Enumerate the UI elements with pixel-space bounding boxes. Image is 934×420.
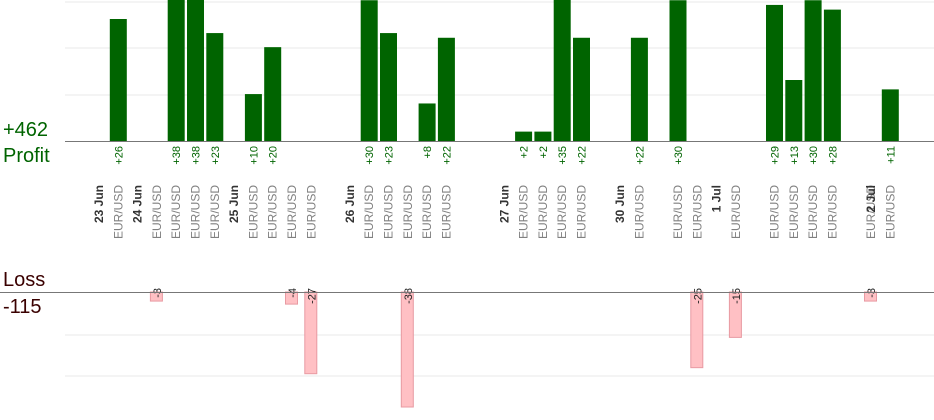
bar-value-label: +38 bbox=[171, 146, 183, 165]
bar-value-label: +23 bbox=[210, 146, 222, 165]
bar-value-label: -38 bbox=[403, 288, 415, 304]
date-label: 26 Jun bbox=[343, 185, 357, 223]
pair-label: EUR/USD bbox=[768, 185, 782, 239]
date-label: 23 Jun bbox=[92, 185, 106, 223]
profit-bar bbox=[534, 131, 552, 141]
loss-bar bbox=[400, 291, 414, 408]
date-label: 27 Jun bbox=[497, 185, 511, 223]
profit-bar bbox=[244, 94, 262, 141]
pair-label: EUR/USD bbox=[382, 185, 396, 239]
pair-label: EUR/USD bbox=[169, 185, 183, 239]
bar-value-label: -27 bbox=[306, 288, 318, 304]
pair-label: EUR/USD bbox=[189, 185, 203, 239]
date-label: 2 Jul bbox=[864, 185, 878, 212]
loss-total: -115 bbox=[3, 296, 42, 318]
date-label: 1 Jul bbox=[710, 185, 724, 212]
profit-bar bbox=[804, 0, 822, 141]
pair-label: EUR/USD bbox=[439, 185, 453, 239]
pair-label: EUR/USD bbox=[883, 185, 897, 239]
bar-value-label: +28 bbox=[827, 146, 839, 165]
bar-value-label: +38 bbox=[191, 146, 203, 165]
profit-bar bbox=[418, 103, 436, 141]
pair-label: EUR/USD bbox=[362, 185, 376, 239]
profit-bar bbox=[515, 131, 533, 141]
profit-bar bbox=[380, 33, 397, 142]
pair-label: EUR/USD bbox=[208, 185, 222, 239]
bar-value-label: +11 bbox=[885, 146, 897, 164]
bar-value-label: -15 bbox=[731, 288, 743, 304]
pair-label: EUR/USD bbox=[420, 185, 434, 239]
bar-value-label: +22 bbox=[634, 146, 646, 165]
profit-bar bbox=[167, 0, 185, 141]
pair-label: EUR/USD bbox=[536, 185, 550, 239]
profit-bar bbox=[187, 0, 204, 141]
bar-value-label: +20 bbox=[268, 146, 280, 165]
bar-value-label: +13 bbox=[789, 146, 801, 165]
pair-label: EUR/USD bbox=[111, 185, 125, 239]
pair-label: EUR/USD bbox=[150, 185, 164, 239]
bar-value-label: +22 bbox=[577, 146, 589, 165]
date-label: 30 Jun bbox=[613, 185, 627, 223]
bar-value-label: +2 bbox=[538, 146, 550, 159]
profit-bar bbox=[669, 0, 687, 141]
pair-label: EUR/USD bbox=[575, 185, 589, 239]
pair-label: EUR/USD bbox=[555, 185, 569, 239]
bar-value-label: +2 bbox=[519, 146, 531, 159]
profit-bar bbox=[437, 37, 455, 142]
pair-label: EUR/USD bbox=[825, 185, 839, 239]
bar-value-label: +8 bbox=[422, 146, 434, 159]
bar-value-label: +30 bbox=[364, 146, 376, 165]
profit-bar bbox=[630, 37, 648, 142]
pair-label: EUR/USD bbox=[729, 185, 743, 239]
bar-value-label: +29 bbox=[770, 146, 782, 165]
pair-label: EUR/USD bbox=[266, 185, 280, 239]
pair-label: EUR/USD bbox=[671, 185, 685, 239]
profit-bar bbox=[785, 80, 803, 141]
bar-value-label: +26 bbox=[113, 146, 125, 165]
bar-value-label: +30 bbox=[808, 146, 820, 165]
date-label: 25 Jun bbox=[227, 185, 241, 223]
profit-bar bbox=[766, 4, 783, 141]
pair-label: EUR/USD bbox=[864, 185, 878, 239]
pair-label: EUR/USD bbox=[401, 185, 415, 239]
bar-value-label: +35 bbox=[557, 146, 569, 165]
pair-label: EUR/USD bbox=[806, 185, 820, 239]
profit-total: +462 bbox=[3, 119, 49, 141]
profit-bar bbox=[264, 47, 282, 141]
profit-bar bbox=[881, 89, 899, 141]
pair-label: EUR/USD bbox=[285, 185, 299, 239]
profit-bar bbox=[553, 0, 571, 141]
profit-bar bbox=[823, 9, 841, 141]
profit-bar bbox=[206, 33, 224, 142]
bar-value-label: +10 bbox=[248, 146, 260, 165]
profit-bar bbox=[109, 19, 127, 141]
pair-label: EUR/USD bbox=[517, 185, 531, 239]
date-label: 24 Jun bbox=[131, 185, 145, 223]
bar-value-label: -25 bbox=[692, 288, 704, 304]
pair-label: EUR/USD bbox=[690, 185, 704, 239]
bar-value-label: +30 bbox=[673, 146, 685, 165]
bar-value-label: +22 bbox=[441, 146, 453, 165]
bar-value-label: +23 bbox=[384, 146, 396, 165]
profit-label: Profit bbox=[3, 145, 50, 167]
loss-label: Loss bbox=[3, 269, 46, 291]
pair-label: EUR/USD bbox=[787, 185, 801, 239]
pair-label: EUR/USD bbox=[246, 185, 260, 239]
pair-label: EUR/USD bbox=[632, 185, 646, 239]
profit-bar bbox=[573, 37, 590, 142]
profit-bar bbox=[360, 0, 378, 141]
pair-label: EUR/USD bbox=[304, 185, 318, 239]
